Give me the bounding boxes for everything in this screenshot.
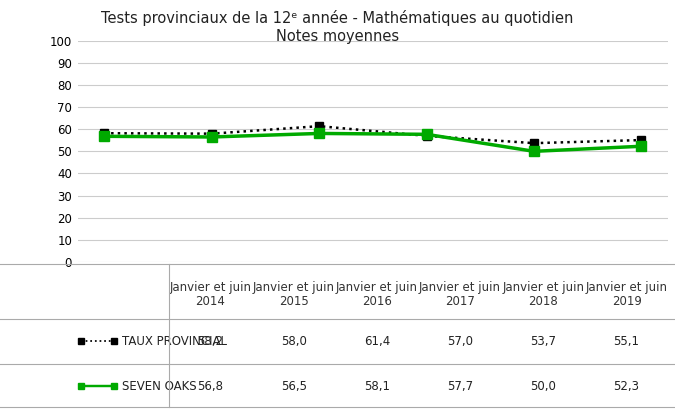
Text: Janvier et juin: Janvier et juin bbox=[252, 281, 335, 294]
Text: 57,0: 57,0 bbox=[447, 335, 473, 348]
Text: 61,4: 61,4 bbox=[364, 335, 390, 348]
Text: 53,7: 53,7 bbox=[531, 335, 556, 348]
Text: Janvier et juin: Janvier et juin bbox=[419, 281, 501, 294]
Text: Janvier et juin: Janvier et juin bbox=[586, 281, 668, 294]
Text: Janvier et juin: Janvier et juin bbox=[502, 281, 585, 294]
Text: 2017: 2017 bbox=[446, 295, 475, 308]
Text: 2014: 2014 bbox=[196, 295, 225, 308]
Text: 57,7: 57,7 bbox=[447, 380, 473, 393]
Text: 56,8: 56,8 bbox=[197, 380, 223, 393]
Text: SEVEN OAKS: SEVEN OAKS bbox=[122, 380, 196, 393]
Text: Tests provinciaux de la 12ᵉ année - Mathématiques au quotidien
Notes moyennes: Tests provinciaux de la 12ᵉ année - Math… bbox=[101, 10, 574, 44]
Text: 58,1: 58,1 bbox=[364, 380, 390, 393]
Text: Janvier et juin: Janvier et juin bbox=[169, 281, 251, 294]
Text: 58,2: 58,2 bbox=[197, 335, 223, 348]
Text: 50,0: 50,0 bbox=[531, 380, 556, 393]
Text: 2019: 2019 bbox=[612, 295, 641, 308]
Text: Janvier et juin: Janvier et juin bbox=[336, 281, 418, 294]
Text: TAUX PROVINCIAL: TAUX PROVINCIAL bbox=[122, 335, 227, 348]
Text: 56,5: 56,5 bbox=[281, 380, 306, 393]
Text: 52,3: 52,3 bbox=[614, 380, 640, 393]
Text: 58,0: 58,0 bbox=[281, 335, 306, 348]
Text: 55,1: 55,1 bbox=[614, 335, 640, 348]
Text: 2018: 2018 bbox=[529, 295, 558, 308]
Text: 2015: 2015 bbox=[279, 295, 308, 308]
Text: 2016: 2016 bbox=[362, 295, 391, 308]
